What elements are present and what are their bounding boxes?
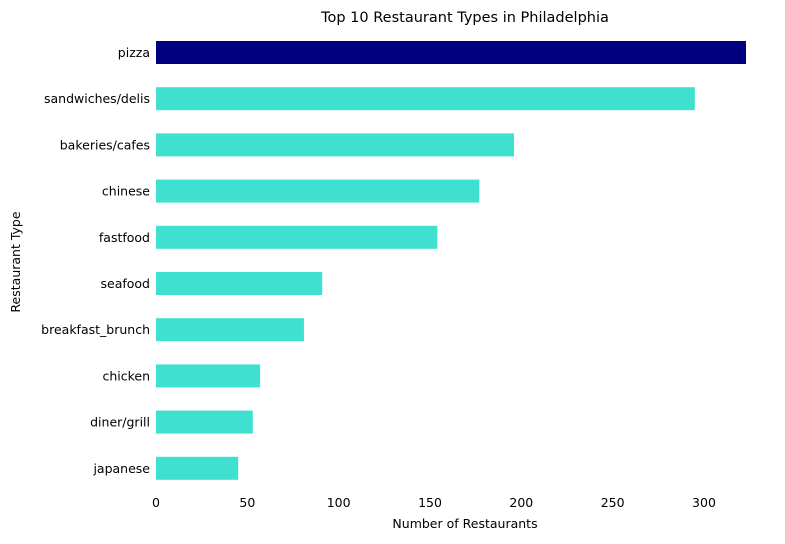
- y-axis-label: Restaurant Type: [8, 211, 23, 312]
- x-tick-label: 100: [327, 495, 351, 510]
- bar-fastfood: [156, 225, 438, 249]
- y-tick-label: bakeries/cafes: [60, 137, 150, 152]
- y-tick-label: diner/grill: [90, 415, 150, 430]
- x-axis-label: Number of Restaurants: [392, 516, 537, 531]
- y-tick-labels: pizza sandwiches/delis bakeries/cafes chine…: [41, 45, 150, 476]
- bar-pizza: [156, 41, 746, 64]
- bars-group: [156, 41, 746, 480]
- y-tick-label: seafood: [101, 276, 151, 291]
- bar-sandwiches-delis: [156, 87, 695, 111]
- x-tick-label: 250: [601, 495, 625, 510]
- bar-japanese: [156, 456, 239, 480]
- y-tick-label: chinese: [102, 184, 150, 199]
- bar-chicken: [156, 364, 261, 388]
- bar-seafood: [156, 272, 323, 295]
- chart-title: Top 10 Restaurant Types in Philadelphia: [320, 10, 609, 26]
- bar-chinese: [156, 179, 480, 203]
- y-tick-label: pizza: [118, 45, 150, 60]
- x-tick-labels: 0 50 100 150 200 250 300: [152, 495, 716, 510]
- y-tick-label: japanese: [92, 461, 150, 476]
- y-tick-label: breakfast_brunch: [41, 322, 150, 337]
- x-tick-label: 150: [418, 495, 442, 510]
- bar-bakeries-cafes: [156, 133, 515, 157]
- x-tick-label: 0: [152, 495, 160, 510]
- y-tick-label: chicken: [102, 368, 150, 383]
- bar-breakfast-brunch: [156, 318, 304, 342]
- x-tick-label: 300: [692, 495, 716, 510]
- y-tick-label: sandwiches/delis: [44, 91, 150, 106]
- y-tick-label: fastfood: [99, 230, 150, 245]
- x-tick-label: 200: [509, 495, 533, 510]
- bar-diner-grill: [156, 410, 253, 434]
- x-tick-label: 50: [239, 495, 255, 510]
